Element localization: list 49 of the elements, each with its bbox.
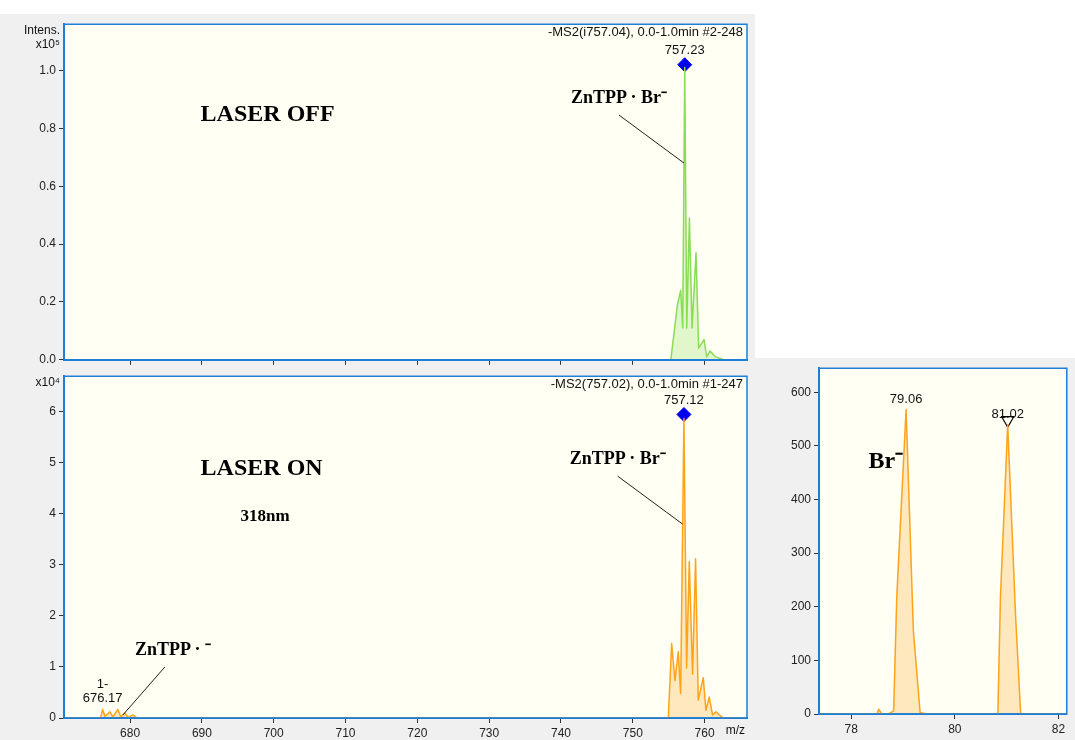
y-tick-label: 500 (790, 438, 812, 453)
y-tick-label: 0.0 (39, 352, 57, 367)
x-tick-label: 80 (948, 721, 962, 736)
annotation: 757.12 (664, 391, 704, 407)
y-tick-label: 0.4 (39, 236, 57, 251)
annotation: ZnTPP · Br⁻ (570, 86, 668, 107)
y-tick-label: 0.2 (39, 294, 57, 309)
x-tick-label: 700 (263, 725, 285, 740)
y-tick-label: 5 (49, 455, 57, 470)
annotation: Br⁻ (868, 446, 904, 473)
annotation: LASER OFF (200, 100, 335, 127)
annotation: ZnTPP · ⁻ (134, 638, 211, 659)
chart-subtitle: -MS2(i757.04), 0.0-1.0min #2-248 (547, 24, 743, 40)
y-tick-label: 0.8 (39, 120, 57, 135)
y-tick-label: 0 (49, 710, 57, 725)
x-tick-label: 680 (120, 725, 141, 740)
chart-subtitle: -MS2(757.02), 0.0-1.0min #1-247 (550, 376, 743, 392)
x-tick-label: 730 (479, 725, 500, 740)
annotation: 79.06 (889, 390, 923, 406)
annotation: LASER ON (200, 453, 324, 480)
annotation: 81.02 (991, 405, 1024, 421)
y-tick-label: 0.6 (39, 178, 57, 193)
y-tick-label: 0 (804, 706, 812, 721)
x-tick-label: 720 (407, 725, 428, 740)
y-tick-label: 200 (790, 599, 812, 614)
annotation: 318nm (240, 505, 290, 525)
x-axis-title: m/z (725, 723, 745, 738)
x-tick-label: 710 (335, 725, 356, 740)
y-tick-label: 3 (49, 557, 57, 572)
x-tick-label: 82 (1051, 721, 1066, 736)
y-axis-title: x10⁴ (35, 375, 60, 390)
y-tick-label: 4 (49, 506, 57, 521)
x-tick-label: 760 (694, 725, 715, 740)
x-tick-label: 740 (550, 725, 572, 740)
y-tick-label: 2 (49, 608, 57, 623)
x-tick-label: 78 (844, 721, 859, 736)
y-tick-label: 300 (790, 545, 812, 560)
y-tick-label: 1.0 (39, 62, 57, 77)
annotation: 757.23 (664, 41, 705, 57)
y-tick-label: 6 (49, 404, 57, 419)
x-tick-label: 750 (622, 725, 644, 740)
annotation: 1- 676.17 (82, 676, 123, 706)
y-tick-label: 400 (790, 491, 812, 506)
y-tick-label: 600 (790, 384, 812, 399)
x-tick-label: 690 (191, 725, 213, 740)
annotation: ZnTPP · Br⁻ (569, 447, 666, 468)
y-axis-title: Intens. x10⁵ (23, 23, 61, 52)
y-tick-label: 100 (790, 652, 812, 667)
y-tick-label: 1 (49, 659, 57, 674)
